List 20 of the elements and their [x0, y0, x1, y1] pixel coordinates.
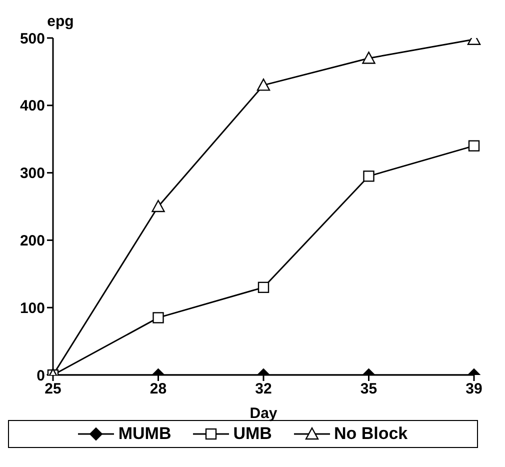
y-tick-label: 300: [20, 165, 45, 182]
point: [256, 78, 270, 91]
legend-label: UMB: [232, 424, 272, 444]
x-tick-label: 39: [466, 380, 482, 398]
x-axis-title: Day: [250, 405, 278, 422]
x-tick-label: 28: [150, 380, 167, 398]
point: [152, 200, 165, 212]
legend-label: No Block: [332, 424, 408, 444]
x-tick-label: 32: [255, 380, 272, 398]
x-tick-label: 25: [44, 380, 62, 398]
point: [363, 170, 374, 182]
y-axis-title: epg: [47, 13, 74, 30]
y-tick-label: 100: [20, 300, 45, 317]
legend-label: MUMB: [117, 424, 172, 444]
point: [468, 140, 480, 152]
x-tick-label: 35: [360, 380, 378, 398]
y-tick-label: 0: [36, 367, 45, 384]
y-tick-label: 200: [20, 232, 45, 250]
y-tick-label: 500: [20, 30, 45, 48]
y-tick-label: 400: [20, 98, 45, 115]
